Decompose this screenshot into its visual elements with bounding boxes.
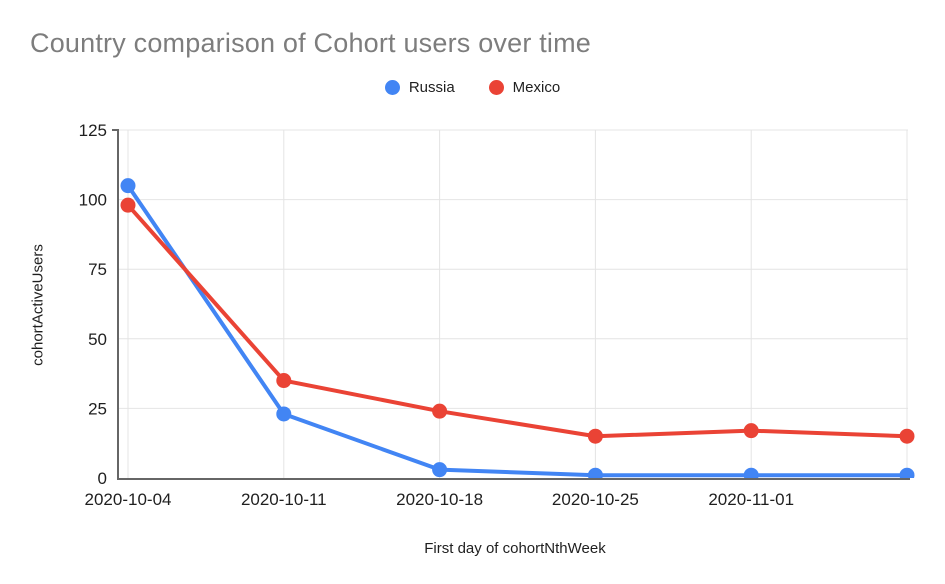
svg-text:75: 75 (88, 260, 107, 279)
svg-text:0: 0 (98, 469, 107, 488)
series-dot-icon (488, 79, 504, 95)
legend-label: Russia (408, 78, 455, 96)
svg-text:2020-10-25: 2020-10-25 (552, 490, 639, 509)
legend-item-russia: Russia (384, 78, 455, 96)
svg-text:100: 100 (79, 191, 107, 210)
legend-label: Mexico (512, 78, 561, 96)
svg-text:50: 50 (88, 330, 107, 349)
chart-title: Country comparison of Cohort users over … (30, 28, 592, 58)
series-dot-icon (384, 79, 400, 95)
legend-item-mexico: Mexico (488, 78, 561, 96)
svg-text:25: 25 (88, 399, 107, 418)
svg-text:2020-11-01: 2020-11-01 (708, 490, 794, 509)
svg-text:2020-10-18: 2020-10-18 (396, 490, 483, 509)
svg-text:2020-10-04: 2020-10-04 (85, 490, 172, 509)
svg-text:125: 125 (79, 121, 107, 140)
x-axis-title: First day of cohortNthWeek (424, 540, 606, 557)
svg-text:2020-10-11: 2020-10-11 (241, 490, 327, 509)
legend: Russia Mexico (0, 77, 945, 97)
